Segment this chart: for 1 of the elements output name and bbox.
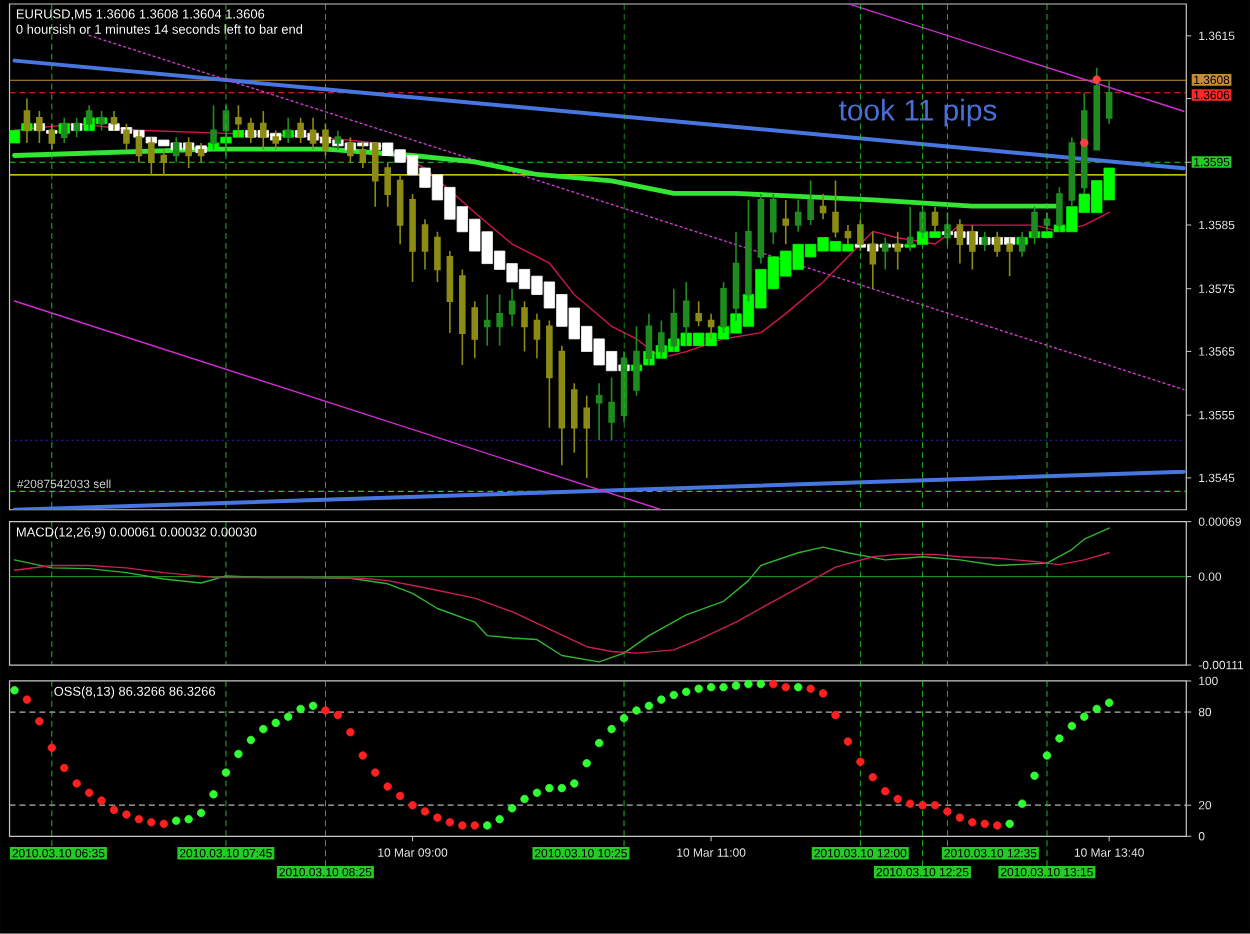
- annotation: took 11 pips: [839, 98, 997, 127]
